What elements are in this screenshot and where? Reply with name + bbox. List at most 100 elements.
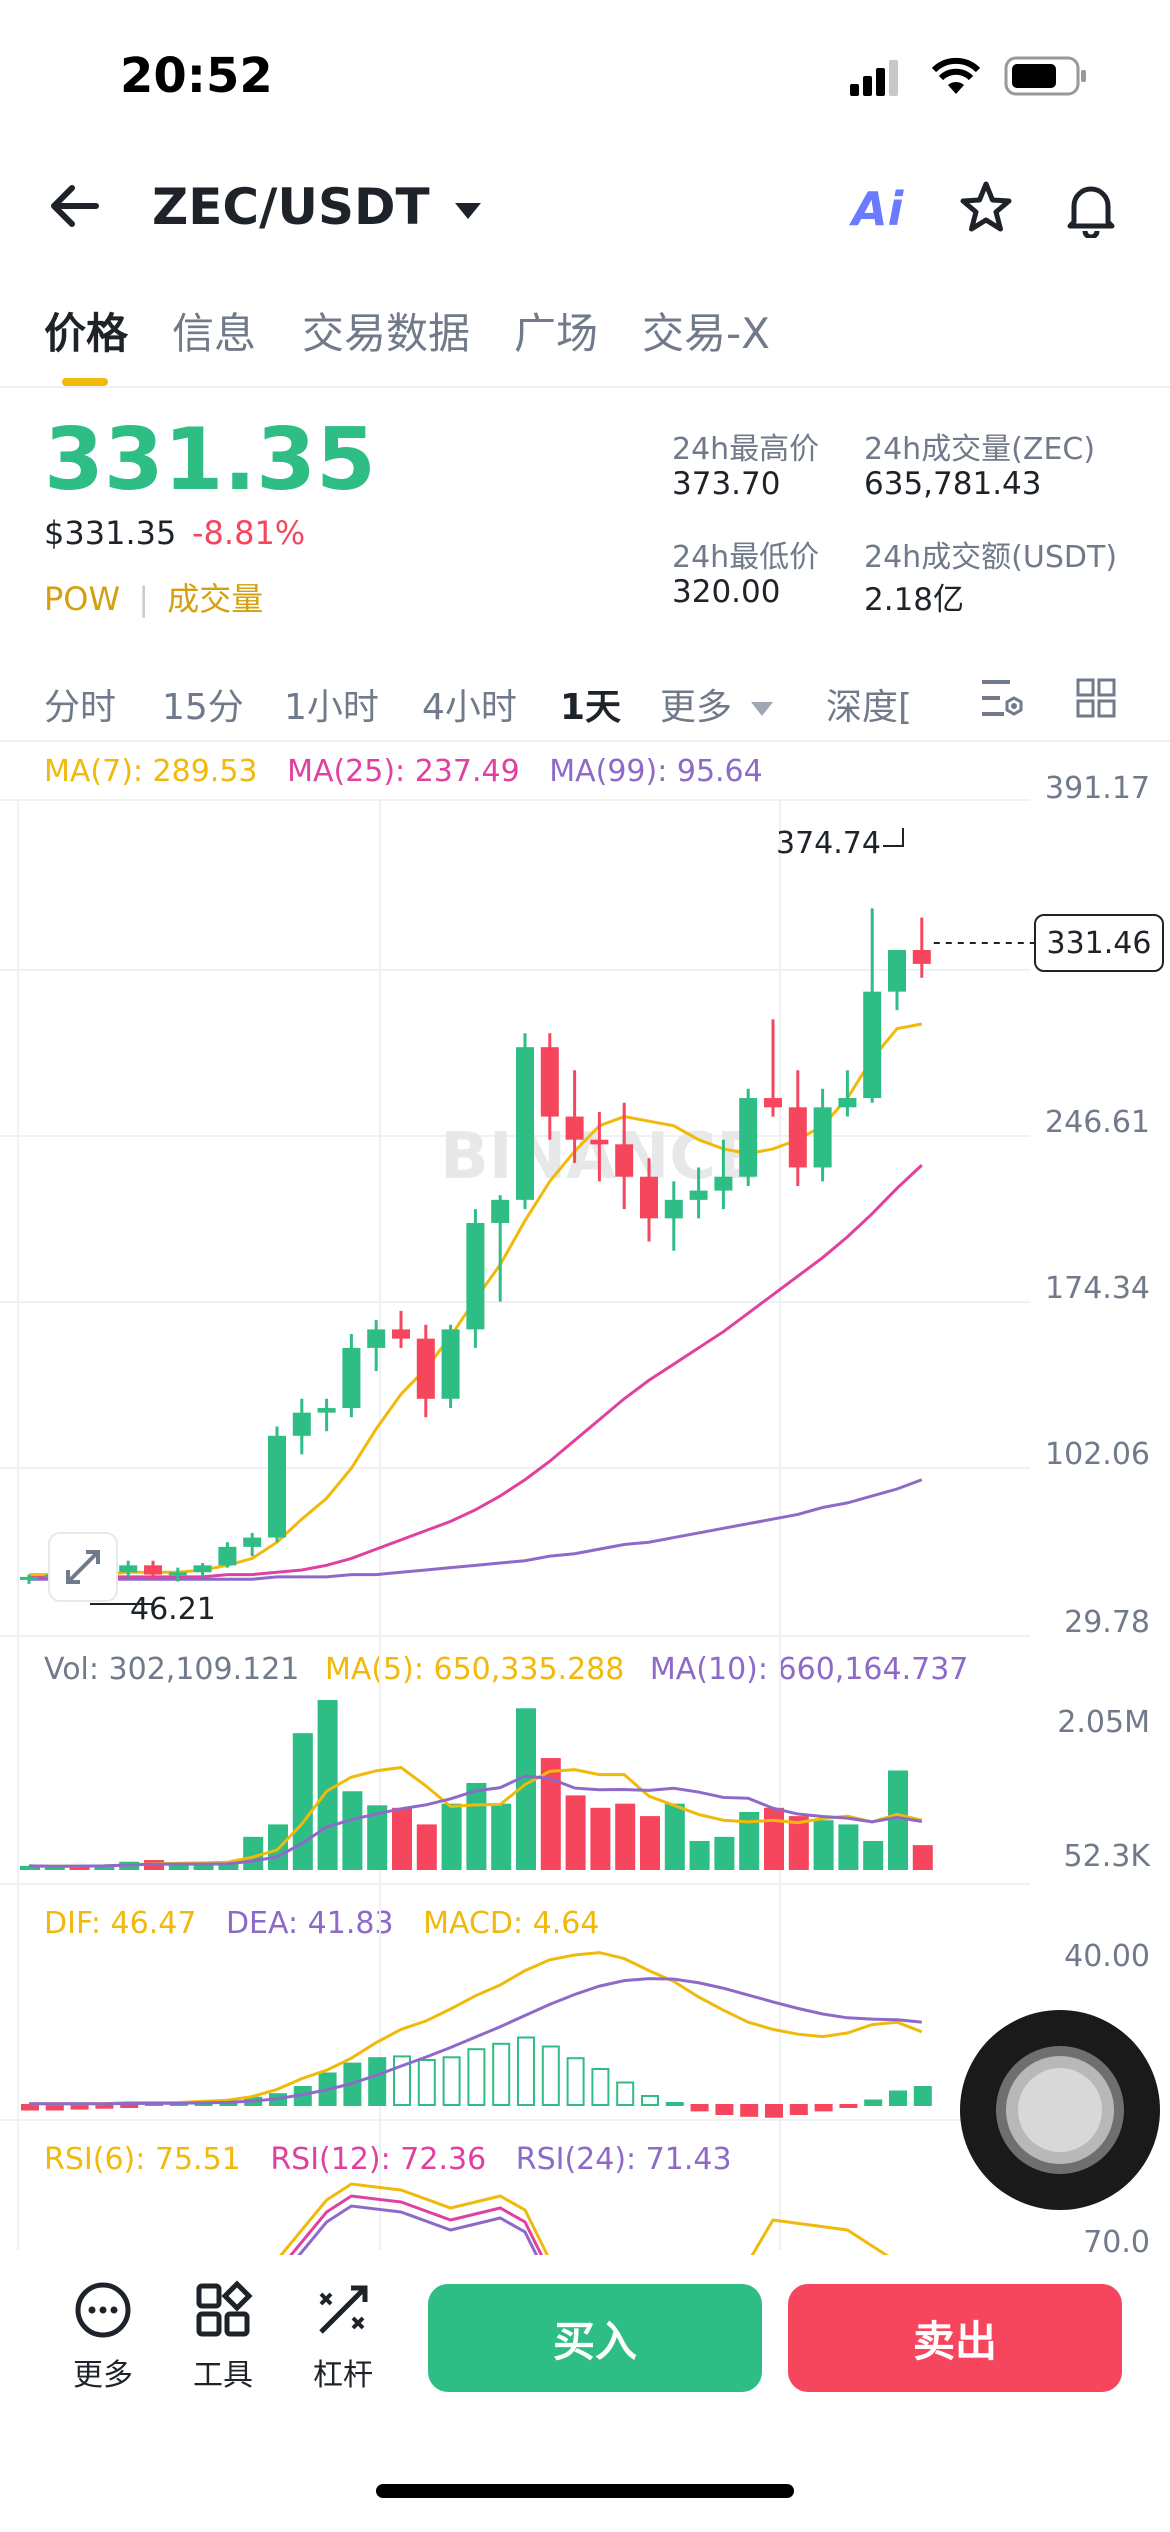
- pair-title: ZEC/USDT: [152, 178, 430, 236]
- tab-price[interactable]: 价格: [44, 309, 129, 358]
- interval-1h[interactable]: 1小时: [284, 687, 379, 728]
- more-button[interactable]: 更多: [48, 2280, 158, 2394]
- leverage-label: 杠杆: [313, 2358, 373, 2393]
- candle-body: [764, 1098, 782, 1108]
- macd-bar: [665, 2102, 684, 2106]
- macd-bar: [368, 2057, 387, 2106]
- ma7-legend: MA(7): 289.53: [44, 754, 258, 789]
- high-marker-line: [883, 828, 904, 847]
- ma99-legend: MA(99): 95.64: [549, 754, 763, 789]
- candle-body: [664, 1199, 683, 1219]
- candle-body: [243, 1537, 262, 1547]
- signal-icon: [850, 60, 898, 96]
- kline-chart[interactable]: BINANCE 391.17246.61174.34102.0629.782.0…: [0, 740, 1170, 2260]
- volume-bar: [416, 1824, 437, 1870]
- volume-bar: [20, 1865, 40, 1870]
- candle-body: [392, 1329, 410, 1339]
- volume-bar: [317, 1700, 338, 1870]
- macd-bar: [492, 2042, 511, 2107]
- macd-bar: [889, 2090, 907, 2106]
- candle-body: [416, 1338, 435, 1399]
- candle-body: [119, 1565, 138, 1573]
- ma25-legend: MA(25): 237.49: [287, 754, 520, 789]
- tab-square[interactable]: 广场: [514, 309, 599, 358]
- candle-body: [20, 1576, 38, 1580]
- volume-bar: [168, 1863, 189, 1870]
- divider: [0, 740, 1170, 742]
- volume-bars: [20, 1700, 933, 1870]
- bell-icon[interactable]: [1064, 178, 1118, 238]
- tag-row: POW | 成交量: [44, 574, 263, 620]
- candle-body: [863, 991, 882, 1099]
- candle-body: [342, 1347, 361, 1409]
- buy-button[interactable]: 买入: [428, 2284, 762, 2392]
- candle-body: [193, 1565, 212, 1573]
- macd-bar: [715, 2104, 734, 2115]
- ma99-line: [29, 1478, 923, 1581]
- pair-selector[interactable]: ZEC/USDT: [152, 178, 485, 236]
- macd-bar: [21, 2104, 39, 2111]
- candle-body: [491, 1199, 510, 1223]
- macd-bar: [95, 2104, 114, 2109]
- macd-bar: [740, 2104, 759, 2117]
- pow-tag[interactable]: POW: [44, 580, 121, 618]
- volume-bar: [292, 1733, 313, 1870]
- macd-bar: [45, 2104, 64, 2111]
- dea-legend: DEA: 41.83: [225, 1906, 394, 1941]
- rsi6-legend: RSI(6): 75.51: [44, 2142, 241, 2177]
- tab-trade-data[interactable]: 交易数据: [302, 309, 471, 358]
- interval-15m[interactable]: 15分: [162, 687, 244, 728]
- volume-bar: [441, 1803, 462, 1870]
- tab-active-indicator: [62, 378, 108, 386]
- volume-tag[interactable]: 成交量: [167, 580, 264, 618]
- vol-ma5-legend: MA(5): 650,335.288: [324, 1652, 625, 1687]
- indicator-settings-icon[interactable]: [980, 676, 1026, 720]
- tab-trade-x[interactable]: 交易-X: [642, 309, 770, 358]
- candle-body: [516, 1047, 534, 1200]
- volume-bar: [764, 1807, 784, 1870]
- axis-label: 2.05M: [1057, 1705, 1150, 1740]
- grid-layout-icon[interactable]: [1076, 678, 1116, 718]
- usd-price: $331.35: [44, 514, 177, 552]
- expand-chart-button[interactable]: [48, 1532, 118, 1602]
- volume-bar: [565, 1795, 586, 1870]
- interval-depth[interactable]: 深度[: [826, 687, 913, 728]
- more-caret-icon: [751, 702, 774, 716]
- interval-time[interactable]: 分时: [44, 687, 117, 728]
- ai-icon[interactable]: Ai: [852, 182, 904, 236]
- volume-bar: [466, 1782, 487, 1870]
- candle-body: [144, 1565, 162, 1575]
- candle-body: [714, 1176, 733, 1191]
- vol-ma10-legend: MA(10): 660,164.737: [649, 1652, 969, 1687]
- candle-body: [367, 1329, 386, 1348]
- tab-info[interactable]: 信息: [172, 309, 257, 358]
- candle-body: [590, 1139, 609, 1145]
- volume-bar: [863, 1840, 884, 1870]
- macd-bars: [21, 1951, 932, 2260]
- interval-more[interactable]: 更多: [660, 678, 775, 730]
- status-time: 20:52: [120, 48, 273, 104]
- macd-bar: [517, 2036, 535, 2106]
- interval-4h[interactable]: 4小时: [422, 687, 517, 728]
- candle-body: [540, 1047, 559, 1117]
- high-marker: 374.74: [776, 826, 881, 861]
- volume-bar: [640, 1816, 660, 1870]
- tools-grid-icon: [196, 2280, 253, 2337]
- volume-bar: [689, 1840, 710, 1870]
- sell-button[interactable]: 卖出: [788, 2284, 1122, 2392]
- axis-label: 29.78: [1064, 1605, 1150, 1640]
- last-price-tag[interactable]: 331.46: [1034, 914, 1164, 972]
- back-arrow-icon[interactable]: [46, 182, 102, 230]
- low-value: 320.00: [672, 574, 781, 610]
- tools-button[interactable]: 工具: [168, 2280, 278, 2394]
- leverage-button[interactable]: 杠杆: [288, 2280, 398, 2394]
- volume-bar: [912, 1845, 933, 1870]
- floating-assistive-button[interactable]: [960, 2010, 1160, 2210]
- more-label: 更多: [73, 2358, 133, 2393]
- candle-body: [317, 1408, 336, 1413]
- amount-value: 2.18亿: [864, 582, 965, 618]
- star-icon[interactable]: [958, 180, 1014, 236]
- interval-1d[interactable]: 1天: [560, 687, 622, 728]
- high-value: 373.70: [672, 466, 781, 502]
- axis-label: 174.34: [1045, 1271, 1150, 1306]
